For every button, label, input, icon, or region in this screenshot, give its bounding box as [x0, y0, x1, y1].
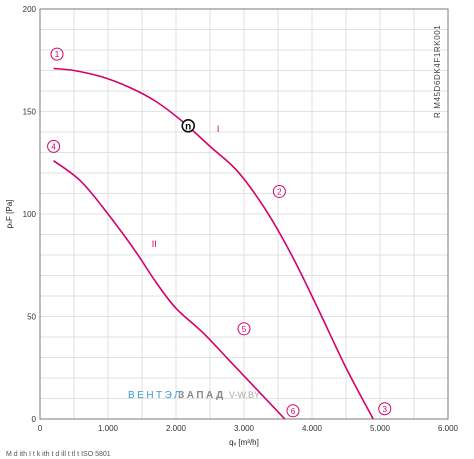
model-code: R M45D6DK4F1RK001 [433, 25, 442, 118]
x-tick-label: 2.000 [166, 424, 187, 433]
numbered-point-marker: 2 [272, 184, 286, 198]
numbered-point-label: 6 [291, 407, 296, 416]
numbered-point-circle [286, 404, 300, 418]
x-tick-label: 5.000 [370, 424, 391, 433]
numbered-point-marker: 5 [237, 322, 251, 336]
numbered-point-marker: 1 [50, 47, 64, 61]
numbered-point-marker: 4 [47, 139, 61, 153]
numbered-point-label: 2 [277, 187, 282, 196]
numbered-point-marker: 3 [378, 402, 392, 416]
curve-labels: III [152, 124, 220, 249]
watermark-right-text: ЗАПАД [178, 390, 226, 401]
operating-point: n [181, 119, 196, 133]
y-tick-label: 50 [27, 313, 36, 322]
watermark: ВЕНТЭЛ ЗАПАД V-W.BY [128, 390, 260, 401]
series-line-II [53, 160, 286, 420]
grid-lines [39, 8, 449, 420]
numbered-point-label: 5 [242, 325, 247, 334]
x-axis-label: qᵥ [m³/h] [229, 438, 259, 447]
curve-label: I [217, 124, 220, 134]
y-tick-label: 100 [23, 210, 37, 219]
numbered-point-circle [272, 184, 286, 198]
x-tick-label: 3.000 [234, 424, 255, 433]
operating-point-circle [181, 119, 196, 133]
plot-frame [39, 8, 449, 420]
watermark-url: V-W.BY [229, 390, 260, 400]
numbered-point-circle [378, 402, 392, 416]
x-tick-label: 4.000 [302, 424, 323, 433]
numbered-point-marker: 6 [286, 404, 300, 418]
numbered-points: 1 2 3 4 5 6 [47, 47, 392, 418]
numbered-point-label: 1 [55, 50, 60, 59]
numbered-point-circle [237, 322, 251, 336]
numbered-point-circle [47, 139, 61, 153]
curve-label: II [152, 239, 157, 249]
series-line-I [53, 67, 374, 420]
x-tick-label: 0 [38, 424, 43, 433]
operating-point-label: n [185, 121, 191, 132]
y-tick-label: 0 [32, 415, 37, 424]
numbered-point-circle [50, 47, 64, 61]
y-tick-label: 150 [23, 108, 37, 117]
watermark-left-text: ВЕНТЭЛ [128, 390, 183, 401]
numbered-point-label: 3 [383, 405, 388, 414]
y-axis-label: pₛF [Pa] [5, 200, 14, 229]
x-axis-ticks: 0 1.000 2.000 3.000 4.000 5.000 6.000 [38, 424, 459, 433]
x-tick-label: 1.000 [98, 424, 119, 433]
numbered-point-label: 4 [51, 142, 56, 151]
y-axis-ticks: 0 50 100 150 200 [23, 5, 37, 424]
series-lines [53, 67, 374, 420]
x-tick-label: 6.000 [438, 424, 459, 433]
y-tick-label: 200 [23, 5, 37, 14]
footnote: M d ith I t k ith t d ill t tl t ISO 580… [6, 451, 111, 458]
